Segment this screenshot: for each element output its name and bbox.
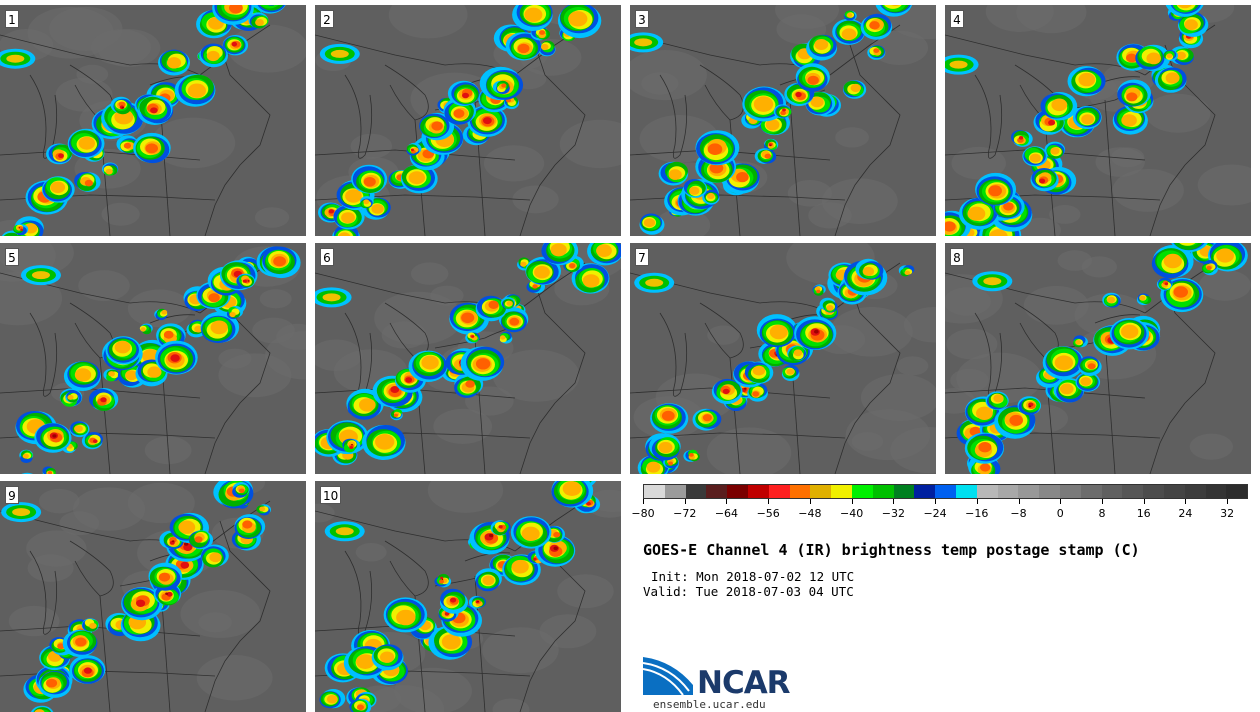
colorbar-segment [955,485,977,498]
colorbar-segment [935,485,956,498]
colorbar-tick-label: 24 [1178,507,1193,520]
postage-stamp-panel: 6 [315,243,621,474]
colorbar-segment [914,485,936,498]
colorbar-segment [810,485,832,498]
colorbar-tick [976,499,978,504]
colorbar-tick-label: −56 [756,507,780,520]
colorbar-tick-label: −32 [881,507,905,520]
colorbar-tick [768,499,770,504]
postage-stamp-panel: 3 [630,5,936,236]
colorbar-segment [747,485,769,498]
panel-number-label: 1 [5,10,19,28]
colorbar-segment [1226,485,1248,498]
colorbar-segment [789,485,811,498]
colorbar-segment [685,485,707,498]
colorbar-segment [872,485,894,498]
colorbar-segment [893,485,915,498]
colorbar-segment [768,485,790,498]
postage-stamp-panel: 2 [315,5,621,236]
colorbar-segment [706,485,728,498]
colorbar-tick-label: 16 [1136,507,1151,520]
postage-stamp-panel: 5 [0,243,306,474]
colorbar-segment [1101,485,1123,498]
colorbar-segment [1018,485,1040,498]
colorbar-segment [997,485,1019,498]
colorbar-segment [1080,485,1102,498]
postage-stamp-panel: 1 [0,5,306,236]
panel-number-label: 10 [320,486,342,504]
colorbar-segment [1163,485,1185,498]
logo-wordmark: NCAR [697,665,791,701]
colorbar-tick-label: −48 [798,507,822,520]
colorbar-segment [1205,485,1227,498]
panel-number-label: 6 [320,248,334,266]
colorbar-segment [1184,485,1206,498]
ncar-logo-icon [643,657,693,696]
colorbar-tick-label: −72 [673,507,697,520]
colorbar-segment [664,485,686,498]
colorbar-segment [1059,485,1081,498]
colorbar-tick-label: −24 [923,507,947,520]
colorbar-tick-label: −64 [714,507,739,520]
colorbar-tick-label: −8 [1010,507,1027,520]
postage-stamp-panel: 8 [945,243,1251,474]
colorbar-tick-label: −80 [631,507,655,520]
colorbar-segment [976,485,998,498]
colorbar-tick [1143,499,1145,504]
colorbar-ticks: −80 −72 −64 −56 −48 −40 −32 −24 −16 −8 0 8 16 24 32 [631,499,1248,523]
panel-number-label: 3 [635,10,649,28]
colorbar-tick-label: 8 [1098,507,1106,520]
colorbar-tick [809,499,811,504]
colorbar-tick [643,499,644,504]
colorbar-tick [1185,499,1187,504]
panel-number-label: 5 [5,248,19,266]
postage-stamp-panel: 4 [945,5,1251,236]
colorbar-tick-label: 0 [1056,507,1064,520]
postage-stamp-panel: 10 [315,481,621,712]
colorbar-segment [644,485,665,498]
colorbar-tick-label: 32 [1220,507,1235,520]
colorbar-tick [1101,499,1103,504]
postage-stamp-panel: 7 [630,243,936,474]
logo-url: ensemble.ucar.edu [653,698,766,711]
colorbar-tick [1227,499,1229,504]
colorbar-tick [1060,499,1062,504]
colorbar-tick [1018,499,1020,504]
panel-number-label: 8 [950,248,964,266]
panel-number-label: 7 [635,248,649,266]
colorbar-segment [831,485,852,498]
panel-number-label: 2 [320,10,334,28]
colorbar-tick [851,499,853,504]
colorbar [643,484,1248,499]
panel-number-label: 4 [950,10,964,28]
colorbar-tick [684,499,686,504]
figure-title: GOES-E Channel 4 (IR) brightness temp po… [643,541,1140,559]
colorbar-tick-label: −40 [840,507,864,520]
colorbar-segment [727,485,748,498]
colorbar-segment [1122,485,1144,498]
init-time: Init: Mon 2018-07-02 12 UTC [651,569,855,584]
colorbar-segment [1039,485,1060,498]
colorbar-tick [893,499,895,504]
colorbar-tick [726,499,728,504]
colorbar-segment [851,485,873,498]
colorbar-tick [935,499,937,504]
colorbar-segment [1143,485,1164,498]
panel-number-label: 9 [5,486,19,504]
valid-time: Valid: Tue 2018-07-03 04 UTC [643,584,854,599]
colorbar-tick-label: −16 [965,507,989,520]
postage-stamp-panel: 9 [0,481,306,712]
